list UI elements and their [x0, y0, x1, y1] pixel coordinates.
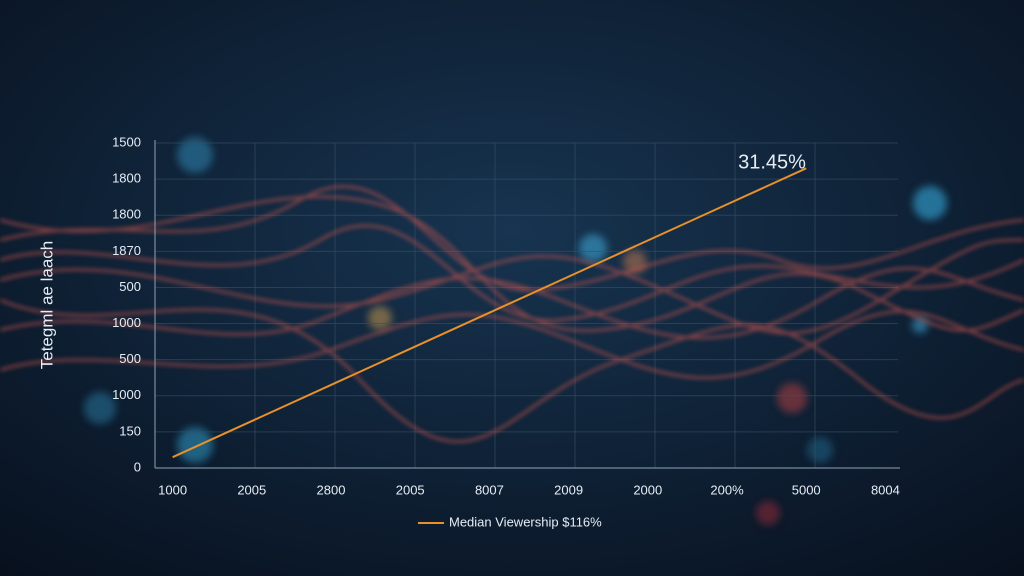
y-tick-label: 1000 — [112, 315, 141, 330]
x-tick-label: 8004 — [871, 482, 900, 497]
y-tick-label: 1870 — [112, 243, 141, 258]
x-tick-label: 2005 — [237, 482, 266, 497]
legend-label: Median Viewership $116% — [449, 514, 602, 529]
y-tick-label: 1500 — [112, 134, 141, 149]
x-tick-label: 2009 — [554, 482, 583, 497]
x-tick-label: 200% — [710, 482, 744, 497]
waves — [0, 185, 1024, 443]
y-tick-label: 500 — [119, 279, 141, 294]
x-tick-label: 1000 — [158, 482, 187, 497]
y-axis-label: Tetegml ae laach — [37, 241, 56, 370]
x-tick-label: 2005 — [396, 482, 425, 497]
y-tick-label: 500 — [119, 351, 141, 366]
y-tick-label: 0 — [134, 459, 141, 474]
annotation: 31.45% — [738, 151, 806, 173]
x-tick-label: 2800 — [317, 482, 346, 497]
series-line — [172, 167, 807, 459]
y-tick-label: 1800 — [112, 207, 141, 222]
x-tick-label: 5000 — [792, 482, 821, 497]
y-tick-label: 1800 — [112, 171, 141, 186]
y-tick-label: 150 — [119, 423, 141, 438]
x-tick-label: 8007 — [475, 482, 504, 497]
x-tick-label: 2000 — [633, 482, 662, 497]
y-tick-label: 1000 — [112, 387, 141, 402]
